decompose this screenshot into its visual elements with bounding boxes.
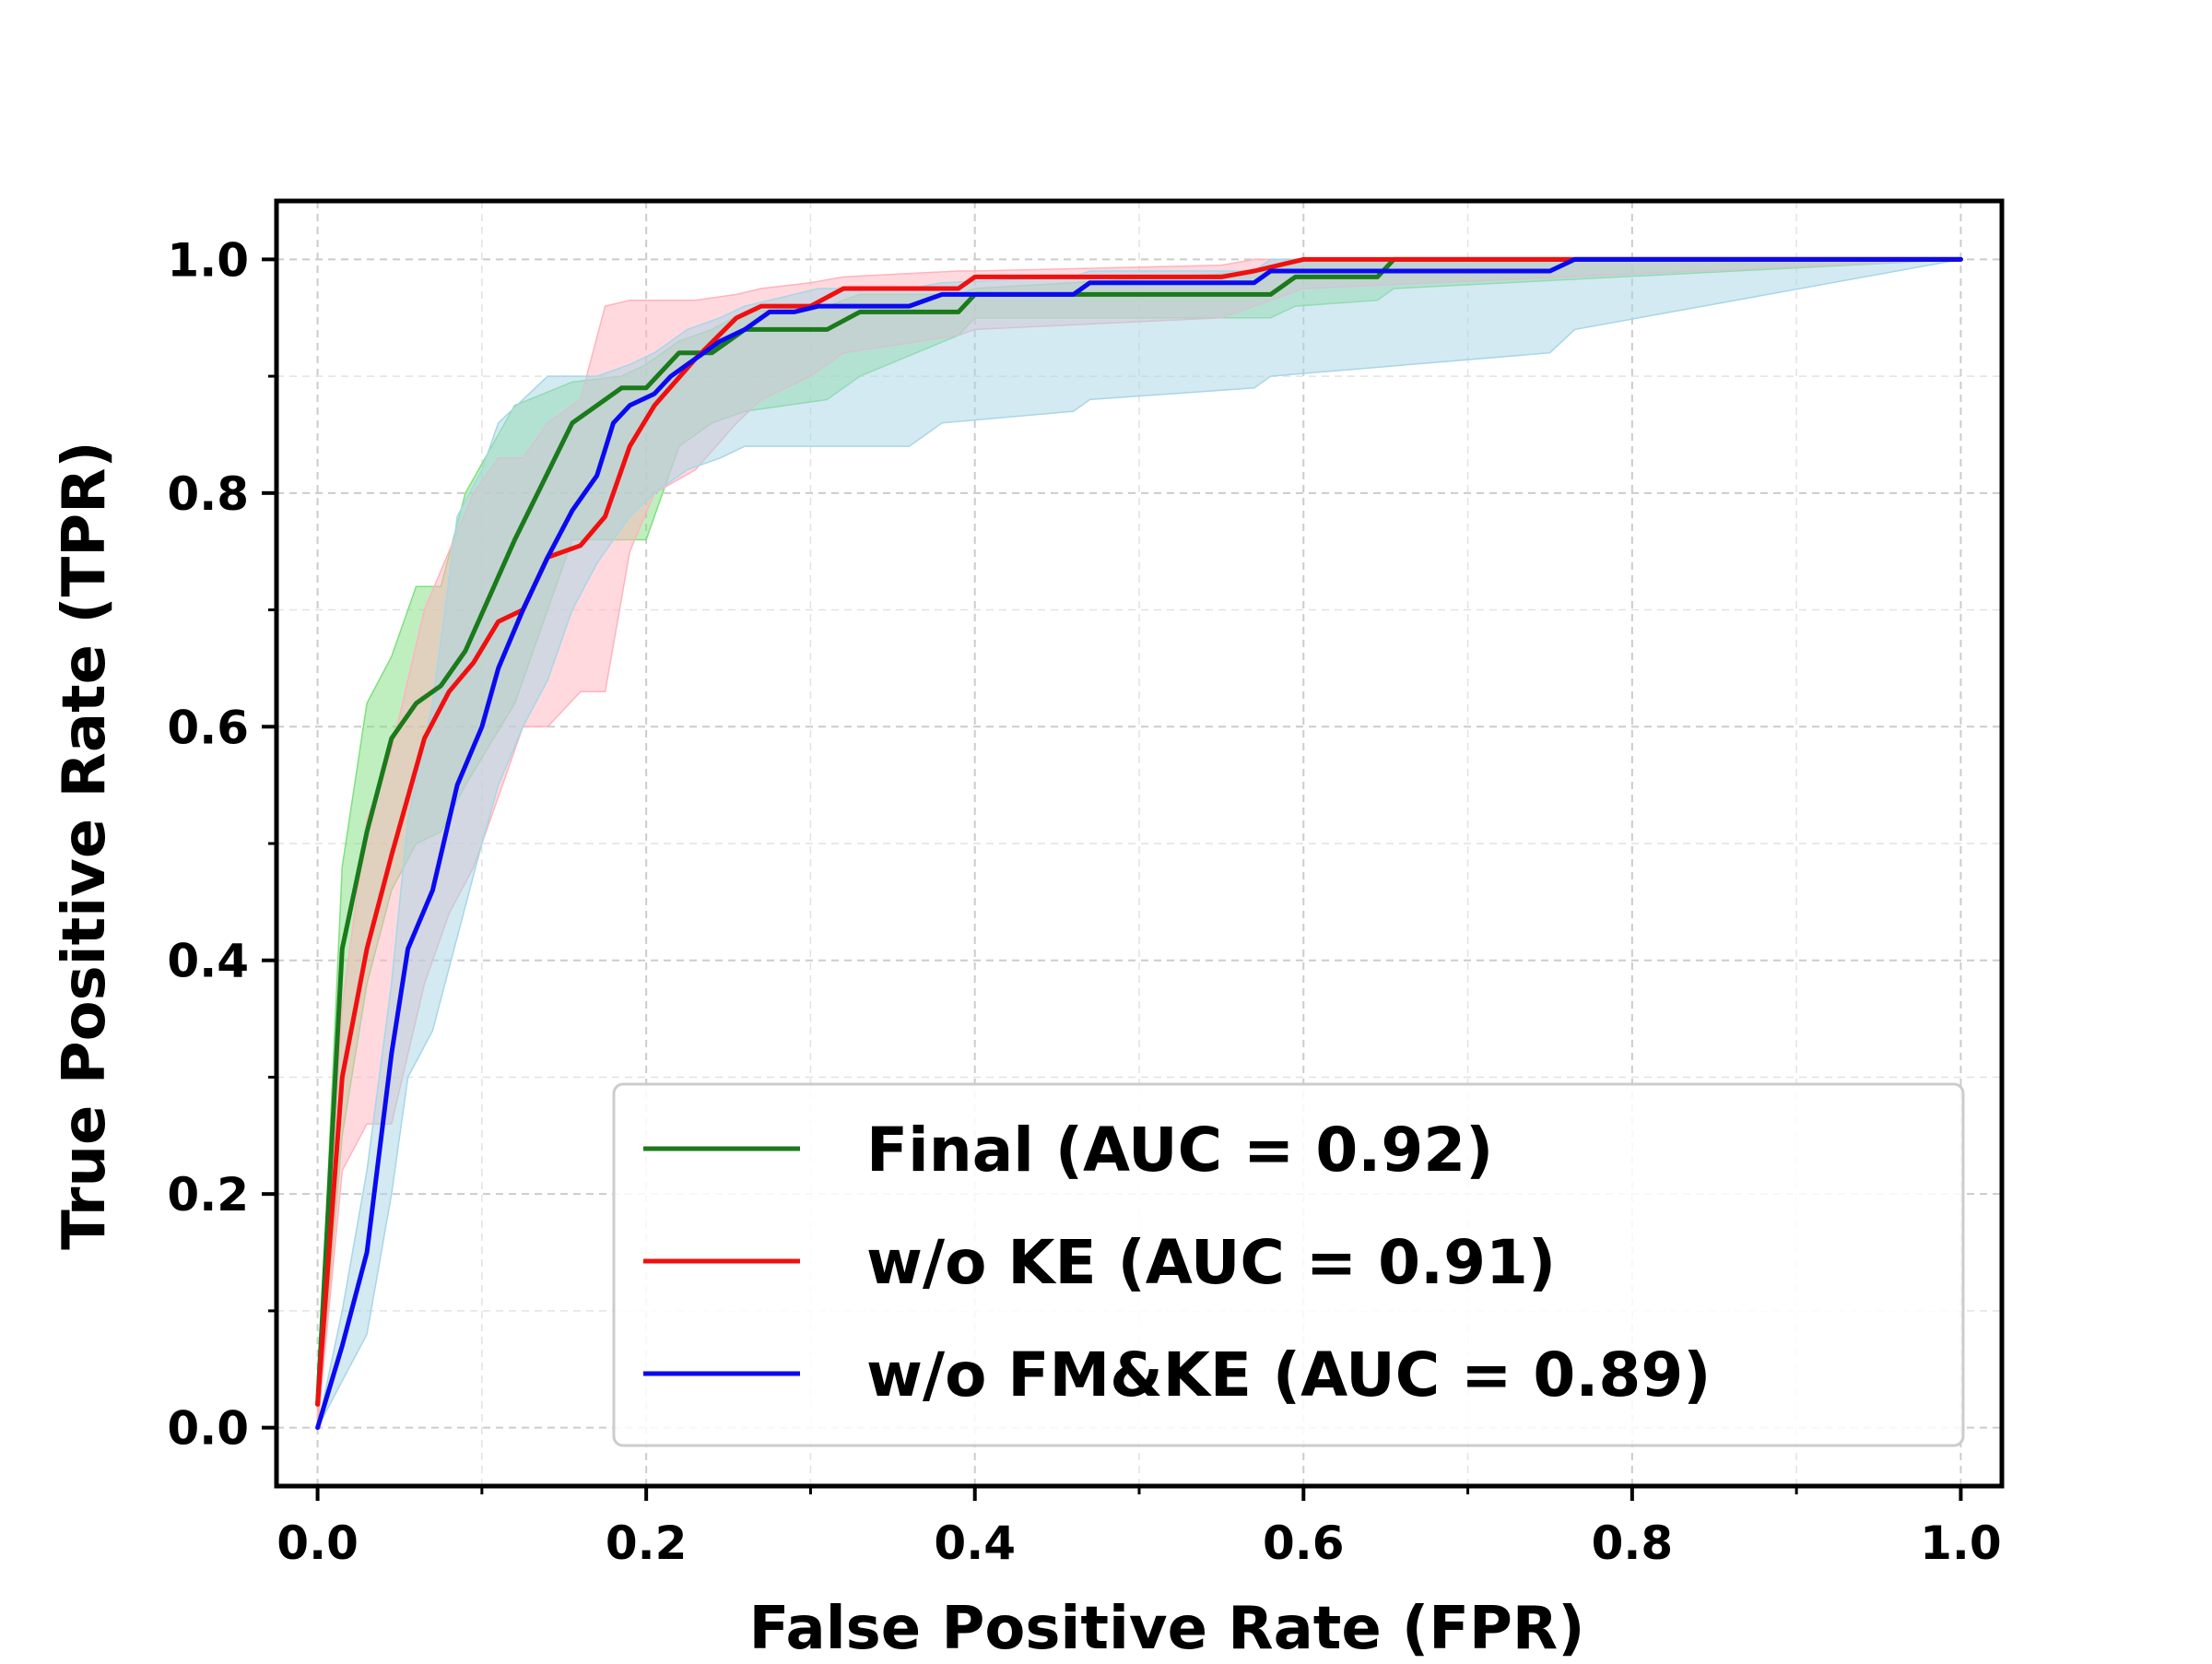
- legend-label-2: w/o FM&KE (AUC = 0.89): [866, 1339, 1711, 1410]
- legend-box: [612, 1082, 1965, 1447]
- y-tick-label: 1.0: [167, 233, 249, 287]
- line-layer: [315, 256, 1963, 1431]
- y-axis-title: True Positive Rate (TPR): [51, 441, 119, 1249]
- series-2-line: [315, 256, 1963, 1431]
- series-0-line: [315, 256, 1963, 1407]
- x-tick-label: 0.2: [606, 1516, 688, 1570]
- x-tick-label: 0.4: [934, 1516, 1016, 1570]
- axis-layer: 0.0 0.2 0.4 0.6 0.8 1.0 0.0 0.2 0.4 0.6 0.8 1.0: [167, 198, 2005, 1570]
- x-tick-label: 0.6: [1263, 1516, 1345, 1570]
- x-axis-title: False Positive Rate (FPR): [749, 1595, 1585, 1659]
- x-tick-label: 0.0: [276, 1516, 359, 1570]
- y-tick-label: 0.2: [167, 1168, 249, 1221]
- y-tick-label: 0.4: [167, 935, 249, 988]
- legend-label-0: Final (AUC = 0.92): [866, 1115, 1493, 1186]
- y-tick-label: 0.6: [167, 701, 249, 754]
- legend-label-1: w/o KE (AUC = 0.91): [866, 1227, 1556, 1298]
- x-tick-label: 0.8: [1592, 1516, 1674, 1570]
- series-1-line: [315, 256, 1963, 1407]
- x-tick-label: 1.0: [1920, 1516, 2002, 1570]
- legend: Final (AUC = 0.92) w/o KE (AUC = 0.91) w/o…: [612, 1082, 1965, 1447]
- y-tick-label: 0.8: [167, 467, 249, 521]
- y-tick-label: 0.0: [167, 1402, 249, 1456]
